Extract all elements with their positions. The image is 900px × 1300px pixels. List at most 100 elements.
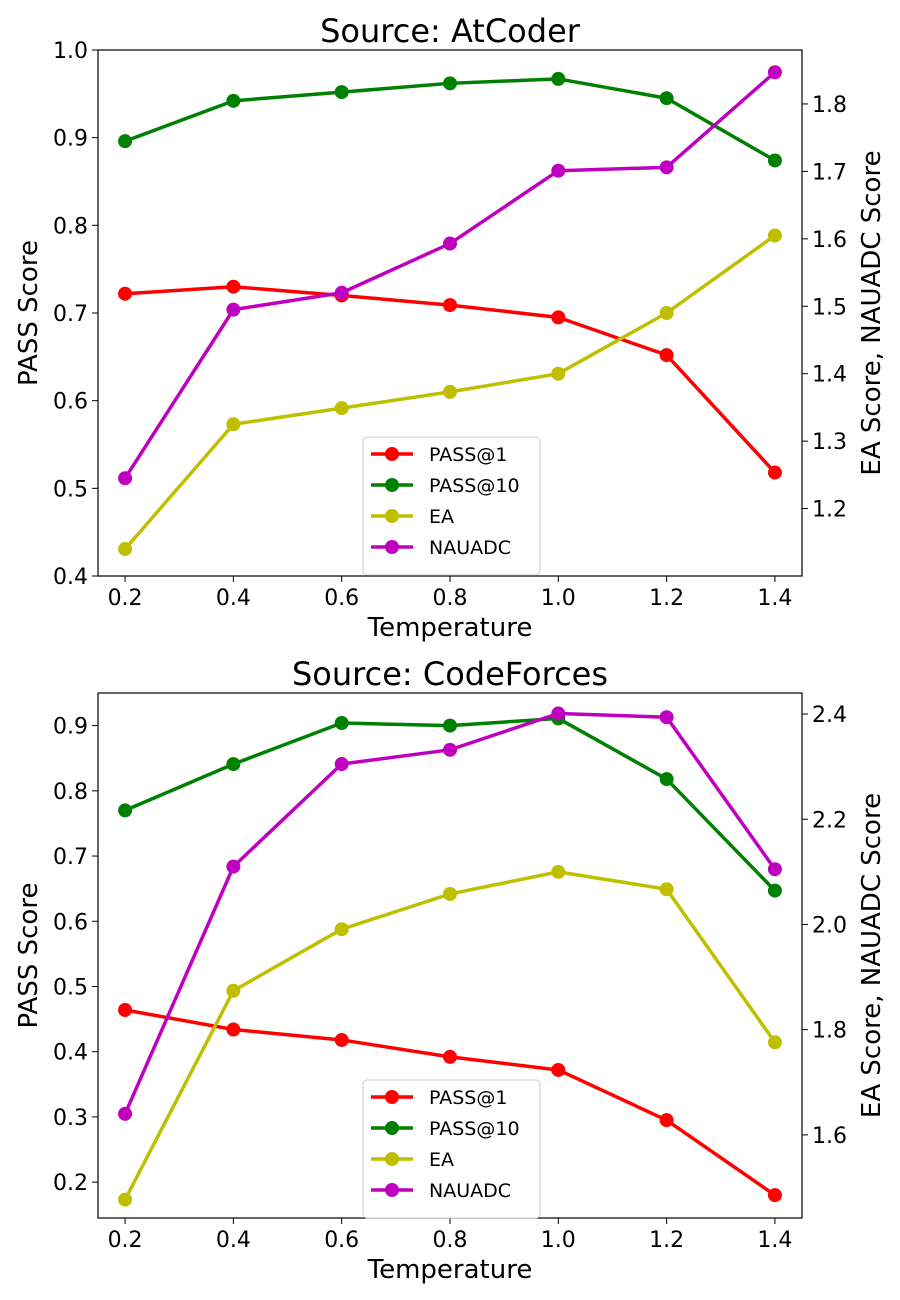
series-pass-1	[118, 1002, 782, 1203]
series-ea	[118, 864, 782, 1207]
data-point	[226, 279, 241, 294]
data-point	[767, 228, 782, 243]
y-left-tick-label: 0.5	[53, 477, 88, 502]
data-point	[551, 310, 566, 325]
data-point	[118, 134, 133, 149]
data-point	[659, 1113, 674, 1128]
data-point	[659, 91, 674, 106]
data-point	[767, 65, 782, 80]
y-right-tick-label: 1.6	[812, 228, 847, 253]
data-point	[118, 803, 133, 818]
data-point	[659, 348, 674, 363]
data-point	[443, 384, 457, 399]
x-tick-label: 1.4	[757, 586, 792, 611]
data-point	[443, 742, 457, 757]
x-tick-label: 1.4	[757, 1228, 792, 1253]
y-left-tick-label: 0.6	[53, 910, 88, 935]
y-right-tick-label: 1.4	[812, 363, 847, 388]
data-point	[226, 93, 241, 108]
legend-label: NAUADC	[429, 1180, 511, 1202]
data-point	[226, 1022, 241, 1037]
data-point	[443, 76, 457, 91]
data-point	[551, 706, 566, 721]
data-point	[767, 883, 782, 898]
data-point	[226, 417, 241, 432]
y-left-tick-label: 1.0	[53, 39, 88, 64]
y-right-axis-label: EA Score, NAUADC Score	[857, 793, 887, 1118]
data-point	[443, 718, 457, 733]
data-point	[443, 298, 457, 313]
y-left-tick-label: 0.4	[53, 1041, 88, 1066]
legend-label: NAUADC	[429, 537, 511, 559]
data-point	[551, 366, 566, 381]
data-point	[443, 236, 457, 251]
y-left-tick-label: 0.8	[53, 780, 88, 805]
x-tick-label: 1.0	[541, 1228, 576, 1253]
x-tick-label: 1.0	[541, 586, 576, 611]
data-point	[659, 160, 674, 175]
y-left-tick-label: 0.5	[53, 975, 88, 1000]
data-point	[118, 1106, 133, 1121]
data-point	[118, 1192, 133, 1207]
y-right-tick-label: 1.8	[812, 93, 847, 118]
legend-marker	[385, 447, 399, 461]
legend-marker	[385, 478, 399, 492]
y-right-tick-label: 2.2	[812, 808, 847, 833]
data-point	[659, 882, 674, 897]
legend-box	[362, 436, 541, 576]
legend-marker	[385, 1090, 399, 1104]
series-pass-10	[118, 71, 782, 168]
x-tick-label: 1.2	[649, 586, 684, 611]
y-left-tick-label: 0.9	[53, 127, 88, 152]
x-tick-label: 0.2	[108, 1228, 143, 1253]
y-right-tick-label: 2.0	[812, 913, 847, 938]
data-point	[118, 471, 133, 486]
series-nauadc	[118, 706, 782, 1121]
y-left-tick-label: 0.7	[53, 302, 88, 327]
y-right-tick-label: 1.6	[812, 1124, 847, 1149]
data-point	[443, 886, 457, 901]
data-point	[226, 757, 241, 772]
data-point	[226, 302, 241, 317]
legend-marker	[385, 509, 399, 523]
y-right-tick-label: 1.5	[812, 295, 847, 320]
y-right-tick-label: 1.2	[812, 498, 847, 523]
x-tick-label: 0.6	[324, 586, 359, 611]
data-point	[118, 286, 133, 301]
series-nauadc	[118, 65, 782, 486]
data-point	[118, 1002, 133, 1017]
y-left-tick-label: 0.3	[53, 1106, 88, 1131]
series-line	[124, 77, 776, 162]
data-point	[659, 306, 674, 320]
legend-marker	[385, 1183, 399, 1197]
chart-panel-1: Source: AtCoder 0.2 0.4 0.6 0.8 1.0 1.2 1.4 0.4 0…	[14, 12, 887, 643]
chart-panel-2: Source: CodeForces 0.2 0.4 0.6 0.8 1.0 1.2 1.4 0…	[14, 655, 887, 1285]
data-point	[659, 710, 674, 725]
legend-marker	[385, 1152, 399, 1166]
data-point	[334, 716, 349, 730]
y-right-tick-label: 1.8	[812, 1019, 847, 1044]
x-tick-label: 0.8	[433, 1228, 468, 1253]
legend-label: EA	[429, 1149, 454, 1171]
x-axis-label: Temperature	[367, 613, 533, 643]
x-axis-label: Temperature	[367, 1255, 533, 1285]
legend: PASS@1 PASS@10 EA NAUADC	[362, 436, 541, 576]
y-left-tick-label: 0.2	[53, 1171, 88, 1196]
y-left-tick-label: 0.9	[53, 715, 88, 740]
data-point	[334, 757, 349, 772]
x-tick-label: 0.8	[433, 586, 468, 611]
legend-marker	[385, 540, 399, 554]
legend-label: EA	[429, 506, 454, 528]
data-point	[334, 85, 349, 100]
plot-frame	[97, 49, 803, 577]
data-point	[443, 1049, 457, 1064]
legend: PASS@1 PASS@10 EA NAUADC	[362, 1079, 541, 1219]
data-point	[334, 401, 349, 416]
legend-box	[362, 1079, 541, 1219]
data-point	[767, 1035, 782, 1050]
data-point	[334, 922, 349, 937]
legend-label: PASS@1	[429, 444, 507, 466]
data-point	[226, 859, 241, 874]
x-tick-label: 1.2	[649, 1228, 684, 1253]
